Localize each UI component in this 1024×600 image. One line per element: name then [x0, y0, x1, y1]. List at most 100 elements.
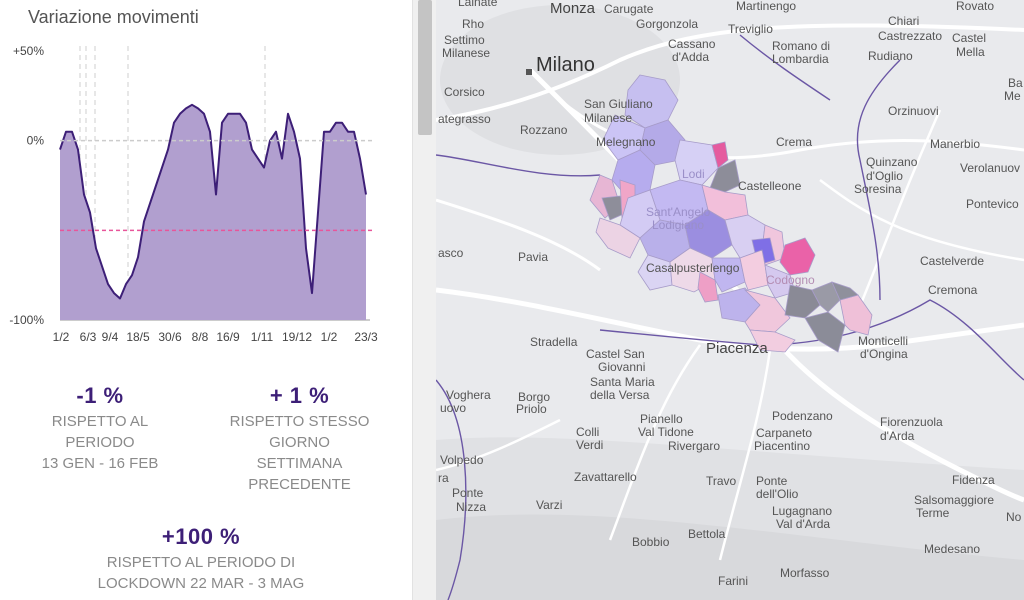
stat-line: LOCKDOWN 22 MAR - 3 MAG	[97, 575, 305, 592]
map-label: Giovanni	[598, 360, 645, 374]
map-label: Monticelli	[858, 334, 908, 348]
map-label: Castel San	[586, 347, 645, 361]
map-label: Pavia	[518, 250, 548, 264]
map-label: Castelverde	[920, 254, 984, 268]
map-label: d'Oglio	[866, 169, 903, 183]
map-label: Corsico	[444, 85, 485, 99]
panel-scrollbar[interactable]	[412, 0, 437, 600]
stat-line: RISPETTO STESSO	[229, 413, 370, 430]
scrollbar-thumb[interactable]	[418, 0, 432, 135]
municipality-area	[784, 284, 821, 319]
map-label: Medesano	[924, 542, 980, 556]
x-tick-label: 19/12	[282, 330, 312, 344]
map-labels: Lainate Monza Carugate Martinengo Rovato…	[438, 0, 1023, 588]
chart-reference-lines	[60, 139, 374, 232]
map-label: Rovato	[956, 0, 994, 13]
map-label: Rivergaro	[668, 439, 720, 453]
city-marker	[526, 69, 532, 75]
map-label: Voghera	[446, 388, 491, 402]
x-tick-label: 1/2	[321, 330, 338, 344]
x-tick-label: 9/4	[102, 330, 119, 344]
map-label-milano: Milano	[536, 54, 595, 76]
municipality-area	[811, 281, 841, 313]
stat-baseline-value: -1 %	[76, 383, 124, 408]
map-label: Castelleone	[738, 179, 802, 193]
map-label: Priolo	[516, 402, 547, 416]
map-label: Treviglio	[728, 22, 773, 36]
map-label: Stradella	[530, 335, 578, 349]
stat-line: RISPETTO AL	[51, 413, 149, 430]
map-label: No	[1006, 510, 1022, 524]
map-label: Monza	[550, 0, 596, 17]
map-label: Borgo	[518, 390, 550, 404]
map-label: Travo	[706, 474, 737, 488]
map-label: Codogno	[766, 273, 815, 287]
map-label-piacenza: Piacenza	[706, 340, 768, 357]
municipality-area	[764, 264, 796, 299]
municipality-area	[711, 257, 746, 293]
map-label: Lugagnano	[772, 504, 832, 518]
panel-title: Variazione movimenti	[28, 7, 199, 27]
map-label: della Versa	[590, 388, 650, 402]
municipality-area	[711, 141, 729, 169]
x-tick-label: 18/5	[126, 330, 150, 344]
map-label: Martinengo	[736, 0, 796, 13]
y-tick-label: -100%	[9, 313, 44, 327]
map-label: Gorgonzola	[636, 17, 698, 31]
map-label: Romano di	[772, 39, 830, 53]
map-label: Castel	[952, 31, 986, 45]
municipality-area	[637, 254, 673, 291]
map-label: Pianello	[640, 412, 683, 426]
map-label: d'Ongina	[860, 347, 908, 361]
lodi-province	[589, 74, 873, 353]
map-label: Salsomaggiore	[914, 493, 994, 507]
map-label: d'Adda	[672, 50, 709, 64]
map-view[interactable]: Lainate Monza Carugate Martinengo Rovato…	[436, 0, 1024, 600]
map-label: Milanese	[442, 46, 490, 60]
map-label: Me	[1004, 89, 1021, 103]
map-label: Mella	[956, 45, 985, 59]
map-label: Fidenza	[952, 473, 995, 487]
map-label: Lombardia	[772, 52, 829, 66]
y-tick-label: 0%	[27, 134, 45, 148]
municipality-area	[749, 329, 796, 353]
series-line-variazione	[59, 103, 367, 300]
map-label: Ba	[1008, 76, 1023, 90]
map-label: Colli	[576, 425, 599, 439]
map-label: Lodi	[682, 167, 705, 181]
map-label: Ponte	[756, 474, 788, 488]
municipality-area	[804, 311, 846, 353]
chart-y-ticks: +50% 0% -100%	[9, 44, 44, 327]
map-label: Verolanuov	[960, 161, 1020, 175]
map-label: Melegnano	[596, 135, 656, 149]
map-label: Bobbio	[632, 535, 670, 549]
map-label: dell'Olio	[756, 487, 799, 501]
map-label: Val d'Arda	[776, 517, 830, 531]
map-label: Fiorenzuola	[880, 415, 943, 429]
map-label: Podenzano	[772, 409, 833, 423]
x-tick-label: 30/6	[158, 330, 182, 344]
stat-line: PRECEDENTE	[248, 476, 351, 493]
stat-previous-week-value: + 1 %	[269, 383, 330, 408]
stat-lockdown-value: +100 %	[161, 524, 241, 549]
map-label: Verdi	[576, 438, 603, 452]
map-label: Crema	[776, 135, 812, 149]
map-label: Zavattarello	[574, 470, 637, 484]
map-label: asco	[438, 246, 464, 260]
map-label: Val Tidone	[638, 425, 694, 439]
map-hills	[436, 514, 1024, 600]
map-label: ategrasso	[438, 112, 491, 126]
stat-baseline-description: RISPETTO AL PERIODO 13 GEN - 16 FEB	[30, 411, 170, 474]
map-label: uovo	[440, 401, 466, 415]
map-label: Casalpusterlengo	[646, 261, 740, 275]
map-label: Rozzano	[520, 123, 568, 137]
map-label: Rudiano	[868, 49, 913, 63]
stat-lockdown-description: RISPETTO AL PERIODO DI LOCKDOWN 22 MAR -…	[70, 552, 332, 594]
map-label: Milanese	[584, 111, 632, 125]
map-label: Cremona	[928, 283, 978, 297]
municipality-area	[831, 281, 859, 301]
x-tick-label: 1/2	[53, 330, 70, 344]
stat-baseline: -1 % RISPETTO AL PERIODO 13 GEN - 16 FEB	[30, 383, 170, 474]
stat-lockdown: +100 % RISPETTO AL PERIODO DI LOCKDOWN 2…	[70, 524, 332, 594]
municipality-area	[697, 271, 719, 303]
